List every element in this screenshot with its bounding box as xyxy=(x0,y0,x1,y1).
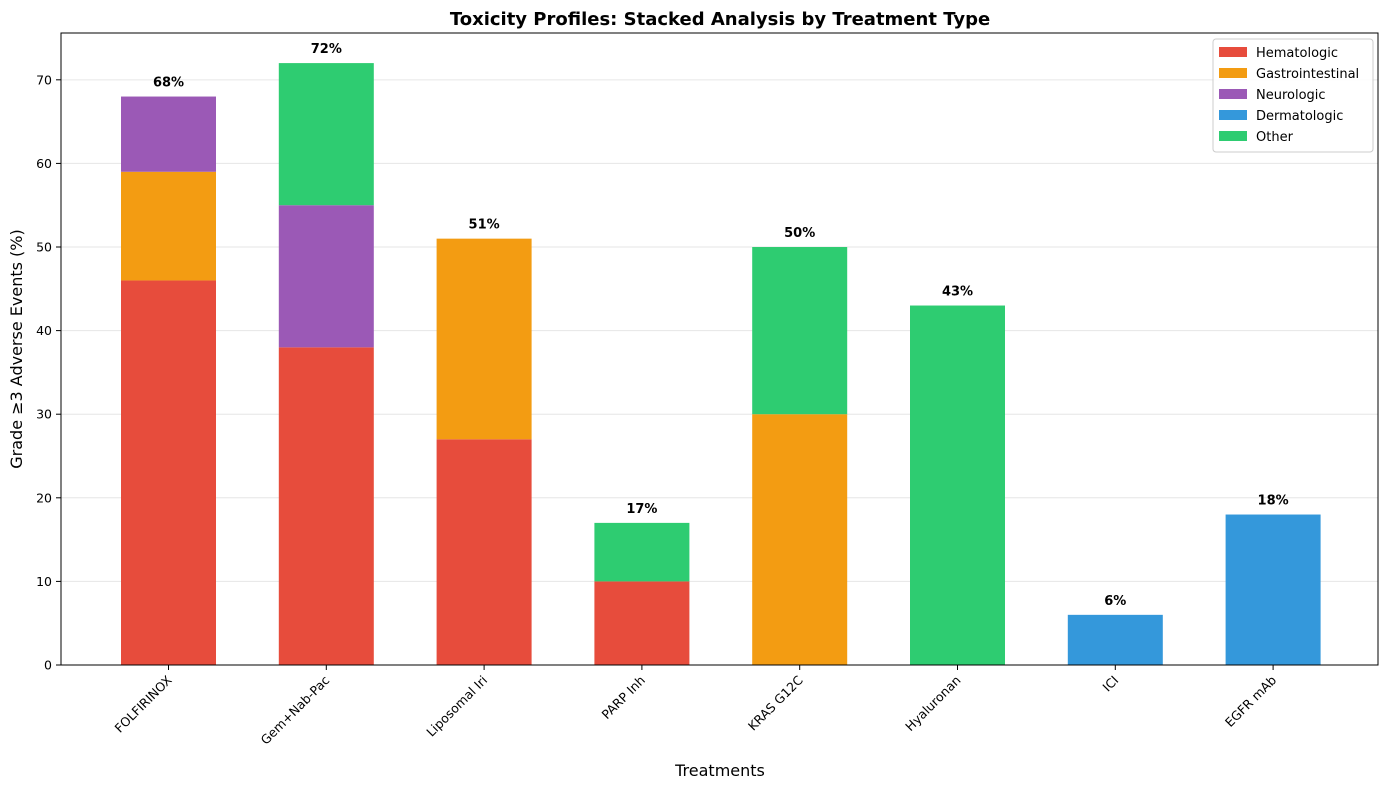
total-label: 18% xyxy=(1258,494,1289,509)
y-tick-label: 20 xyxy=(36,490,52,505)
bar-segment-gastrointestinal-2 xyxy=(436,238,532,440)
total-labels: 68% 72% 51% 17% 50% 43% 6% 18% xyxy=(153,42,1289,609)
y-axis-label: Grade ≥3 Adverse Events (%) xyxy=(7,229,26,468)
legend: Hematologic Gastrointestinal Neurologic Der… xyxy=(1212,38,1374,153)
chart-title: Toxicity Profiles: Stacked Analysis by T… xyxy=(450,9,990,30)
total-label: 51% xyxy=(469,218,500,233)
x-tick-label: Hyaluronan xyxy=(902,673,963,734)
legend-swatch-gastrointestinal xyxy=(1219,68,1247,78)
legend-swatch-dermatologic xyxy=(1219,110,1247,120)
y-tick-label: 70 xyxy=(36,72,52,87)
total-label: 43% xyxy=(942,285,973,300)
legend-label-neurologic: Neurologic xyxy=(1256,88,1326,103)
legend-label-other: Other xyxy=(1256,130,1294,145)
x-tick-label: ICI xyxy=(1099,673,1121,695)
grid-lines xyxy=(61,79,1378,582)
bar-segment-other-3 xyxy=(594,522,690,582)
bar-segment-other-5 xyxy=(910,305,1005,665)
x-tick-label: KRAS G12C xyxy=(745,672,806,733)
x-axis: FOLFIRINOX Gem+Nab-Pac Liposomal Iri PARP I… xyxy=(112,665,1279,747)
bar-segment-dermatologic-7 xyxy=(1225,514,1321,665)
y-axis: 0 10 20 30 40 50 60 70 xyxy=(36,72,61,673)
y-tick-label: 40 xyxy=(36,323,52,338)
legend-swatch-other xyxy=(1219,131,1247,141)
x-tick-label: Gem+Nab-Pac xyxy=(257,672,332,747)
bar-segment-hematologic-2 xyxy=(436,439,532,665)
bar-segment-gastrointestinal-4 xyxy=(752,414,848,665)
legend-box xyxy=(1212,38,1374,153)
total-label: 50% xyxy=(784,226,815,241)
legend-swatch-hematologic xyxy=(1219,47,1247,57)
total-label: 17% xyxy=(626,502,657,517)
bar-segment-other-1 xyxy=(278,63,374,206)
y-tick-label: 0 xyxy=(44,658,52,673)
plot-frame xyxy=(60,32,1379,666)
x-axis-label: Treatments xyxy=(674,761,765,780)
legend-label-dermatologic: Dermatologic xyxy=(1256,109,1343,124)
bar-segment-hematologic-0 xyxy=(121,280,216,665)
total-label: 72% xyxy=(311,42,342,57)
x-tick-label: EGFR mAb xyxy=(1222,672,1279,729)
bar-segment-hematologic-1 xyxy=(278,347,374,665)
y-tick-label: 60 xyxy=(36,156,52,171)
legend-swatch-neurologic xyxy=(1219,89,1247,99)
x-tick-label: PARP Inh xyxy=(599,673,649,723)
legend-label-gastrointestinal: Gastrointestinal xyxy=(1256,67,1359,82)
y-tick-label: 30 xyxy=(36,407,52,422)
y-tick-label: 10 xyxy=(36,574,52,589)
y-tick-label: 50 xyxy=(36,240,52,255)
x-tick-label: Liposomal Iri xyxy=(423,673,490,740)
bar-segment-gastrointestinal-0 xyxy=(121,171,216,281)
bars xyxy=(121,63,1321,665)
bar-segment-neurologic-0 xyxy=(121,96,216,172)
total-label: 68% xyxy=(153,76,184,91)
bar-segment-other-4 xyxy=(752,247,848,415)
legend-label-hematologic: Hematologic xyxy=(1256,46,1338,61)
total-label: 6% xyxy=(1104,594,1126,609)
bar-segment-hematologic-3 xyxy=(594,581,690,665)
bar-segment-dermatologic-6 xyxy=(1067,614,1163,665)
x-tick-label: FOLFIRINOX xyxy=(112,672,175,735)
bar-segment-neurologic-1 xyxy=(278,205,374,348)
